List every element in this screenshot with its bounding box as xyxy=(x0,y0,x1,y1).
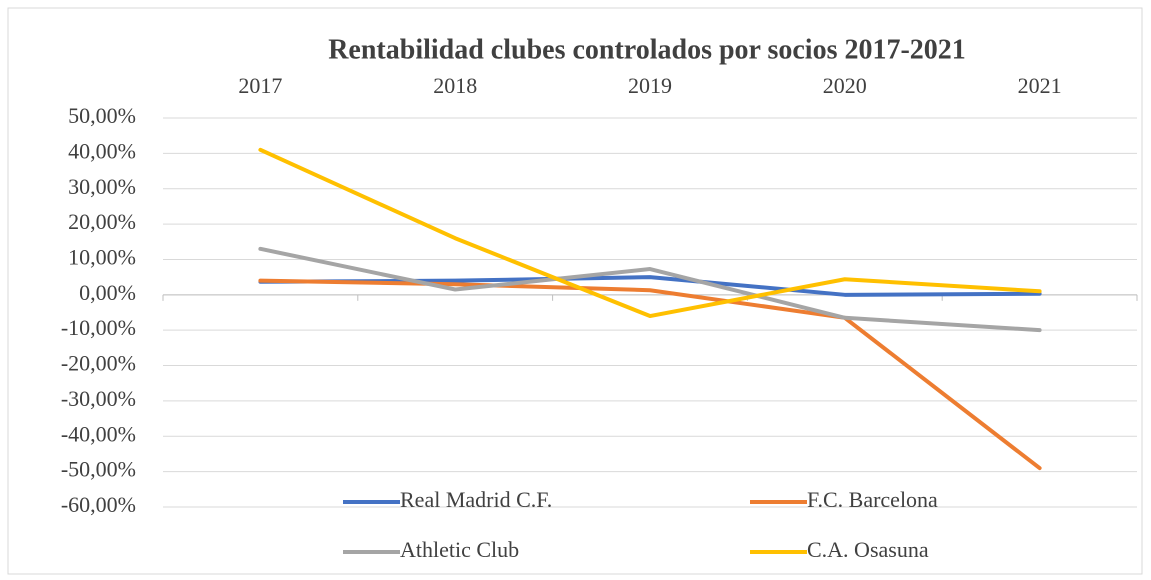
y-tick-label: -30,00% xyxy=(61,386,136,411)
legend-label: F.C. Barcelona xyxy=(807,487,938,512)
series-line xyxy=(258,275,1042,297)
x-tick-label: 2018 xyxy=(433,73,477,98)
y-tick-label: -10,00% xyxy=(61,315,136,340)
y-tick-label: 30,00% xyxy=(68,174,136,199)
y-tick-label: 50,00% xyxy=(68,103,136,128)
y-tick-label: 40,00% xyxy=(68,138,136,163)
x-tick-label: 2020 xyxy=(823,73,867,98)
legend-label: Real Madrid C.F. xyxy=(400,487,552,512)
x-tick-label: 2019 xyxy=(628,73,672,98)
y-tick-label: -50,00% xyxy=(61,457,136,482)
y-tick-label: -60,00% xyxy=(61,492,136,517)
y-tick-label: 20,00% xyxy=(68,209,136,234)
series-line xyxy=(258,147,1042,319)
y-tick-label: -20,00% xyxy=(61,351,136,376)
x-tick-label: 2017 xyxy=(238,73,282,98)
chart-border xyxy=(7,7,1143,575)
y-tick-label: 10,00% xyxy=(68,245,136,270)
series-line xyxy=(258,278,1042,471)
y-tick-label: -40,00% xyxy=(61,421,136,446)
legend-label: C.A. Osasuna xyxy=(807,537,929,562)
x-tick-label: 2021 xyxy=(1018,73,1062,98)
chart-title: Rentabilidad clubes controlados por soci… xyxy=(328,34,966,65)
legend-label: Athletic Club xyxy=(400,537,519,562)
y-tick-label: 0,00% xyxy=(79,280,136,305)
series-line xyxy=(258,246,1042,333)
